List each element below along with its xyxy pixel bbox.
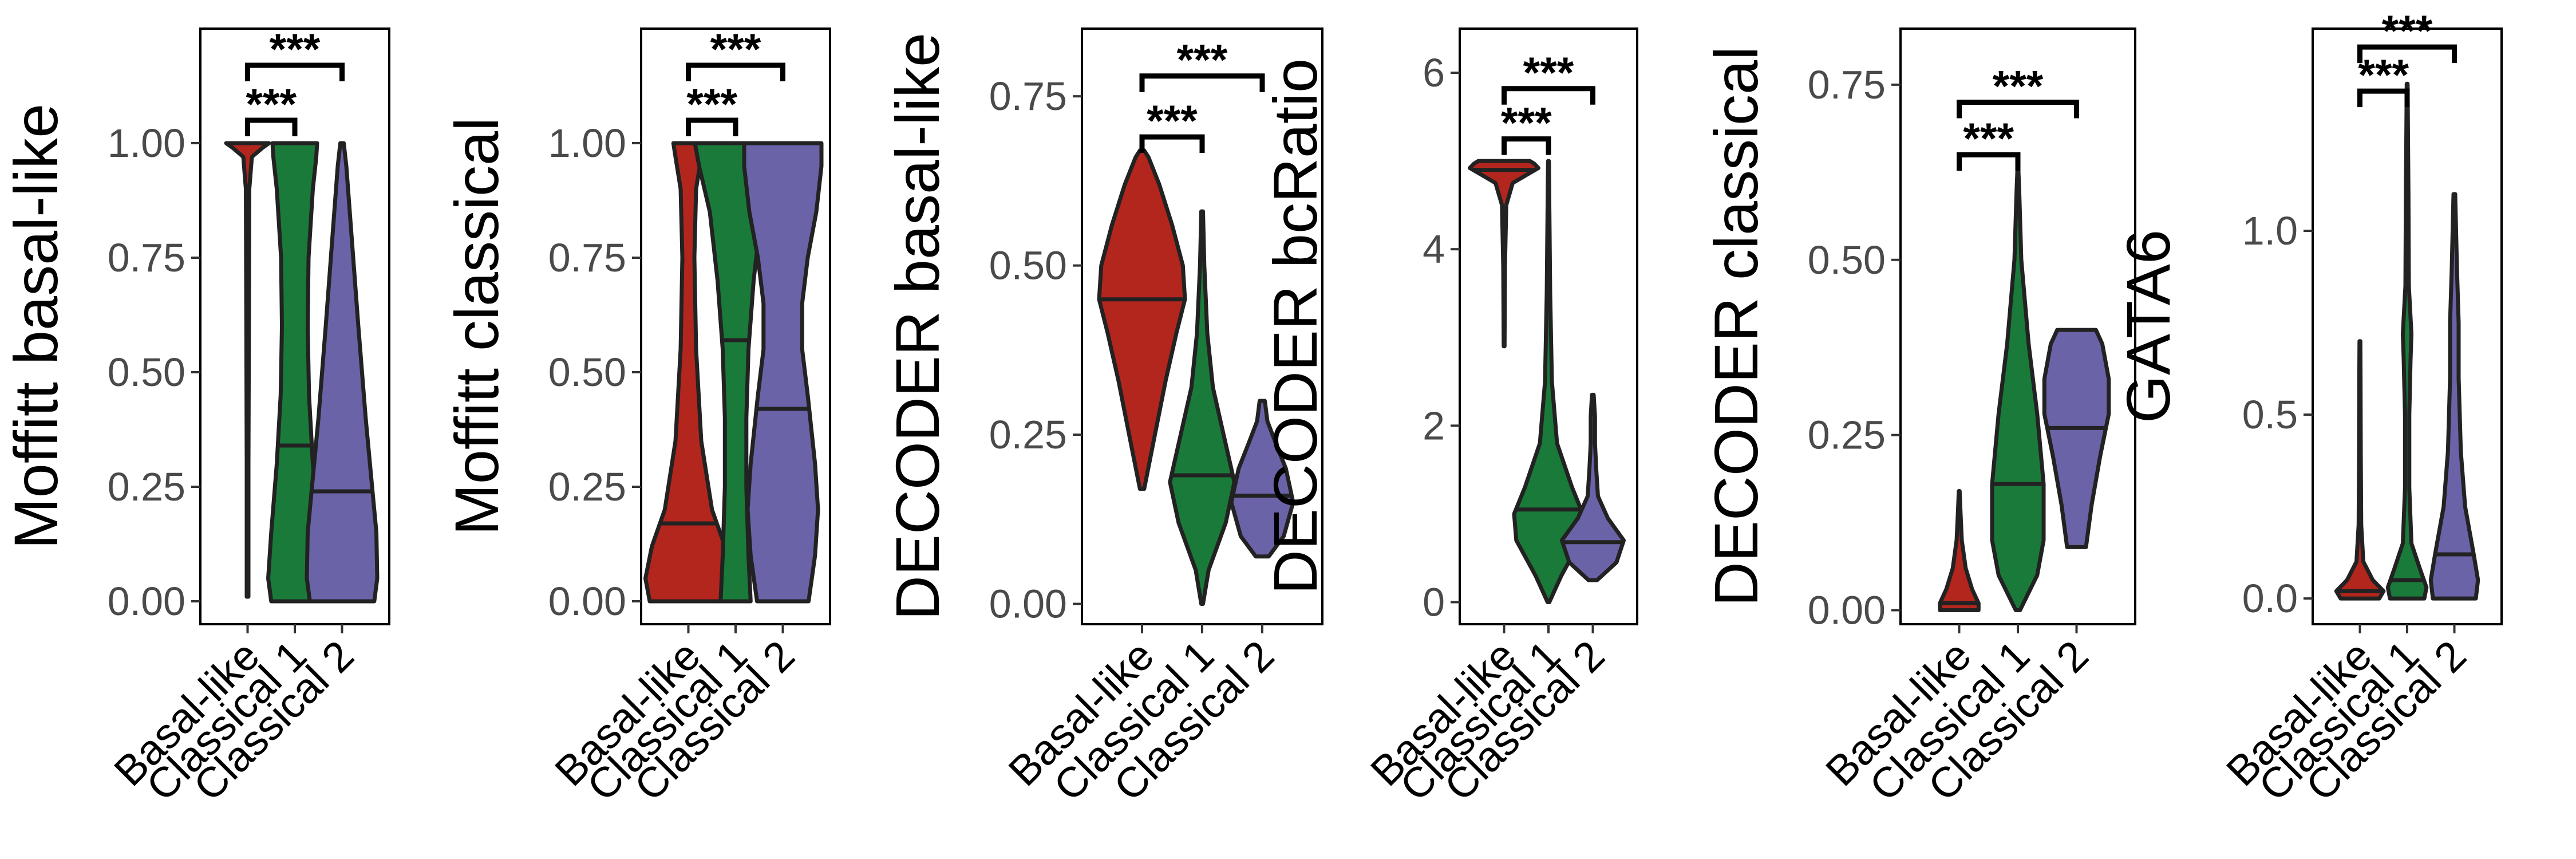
- significance-bracket: [1139, 134, 1205, 153]
- y-tick-label: 0.50: [989, 243, 1067, 288]
- significance-label: ***: [1993, 62, 2044, 111]
- significance-label: ***: [1501, 99, 1552, 148]
- violin-basal-like: [1097, 148, 1187, 491]
- y-tick-label: 0.50: [548, 350, 626, 395]
- violin-classical-2: [1560, 392, 1626, 582]
- y-tick-label: 0.00: [108, 579, 185, 624]
- significance-bracket: [245, 62, 345, 81]
- significance-bracket: [1502, 86, 1595, 105]
- significance-bracket: [1502, 136, 1551, 155]
- y-tick-label: 0.0: [2242, 576, 2298, 621]
- significance-bracket: [686, 117, 738, 136]
- y-axis-label: Moffitt basal-like: [1, 104, 70, 549]
- significance-bracket: [1957, 99, 2079, 119]
- y-tick-label: 0.25: [108, 464, 185, 509]
- y-tick-label: 4: [1423, 227, 1445, 271]
- violin-classical-2: [742, 141, 824, 604]
- violin-classical-2: [1229, 399, 1295, 559]
- violin-classical-2: [2042, 328, 2111, 549]
- y-tick-label: 0.25: [989, 412, 1067, 457]
- significance-label: ***: [270, 25, 321, 74]
- significance-label: ***: [2358, 51, 2409, 100]
- y-tick-label: 0.50: [108, 350, 185, 395]
- y-tick-label: 0.50: [1808, 238, 1886, 282]
- y-tick-label: 0.75: [548, 235, 626, 280]
- significance-label: ***: [2382, 7, 2433, 56]
- violin-classical-2: [2428, 192, 2480, 601]
- significance-bracket: [1139, 73, 1265, 92]
- y-tick-label: 0.00: [1808, 588, 1886, 633]
- significance-label: ***: [1523, 49, 1574, 97]
- y-tick-label: 1.00: [548, 121, 626, 166]
- violin-basal-like: [224, 141, 271, 599]
- y-tick-label: 0.75: [108, 235, 185, 280]
- significance-label: ***: [710, 25, 761, 74]
- violin-classical-1: [1512, 159, 1585, 604]
- significance-label: ***: [1963, 115, 2014, 163]
- y-tick-label: 0.75: [1808, 62, 1886, 107]
- violin-classical-1: [266, 141, 323, 604]
- significance-label: ***: [246, 80, 297, 129]
- significance-label: ***: [1147, 97, 1198, 145]
- violin-basal-like: [2334, 339, 2386, 601]
- significance-label: ***: [1177, 36, 1228, 85]
- y-tick-label: 0: [1423, 580, 1445, 624]
- y-tick-label: 0.00: [548, 579, 626, 624]
- significance-bracket: [245, 117, 298, 136]
- significance-label: ***: [686, 80, 737, 129]
- y-axis-label: Moffitt classical: [442, 117, 511, 535]
- y-tick-label: 0.00: [989, 582, 1067, 626]
- y-tick-label: 6: [1423, 50, 1445, 95]
- violin-basal-like: [1468, 159, 1540, 349]
- significance-bracket: [2357, 44, 2457, 64]
- significance-bracket: [686, 62, 785, 81]
- violin-basal-like: [643, 141, 733, 604]
- violin-basal-like: [1938, 489, 1981, 612]
- y-tick-label: 0.5: [2242, 392, 2298, 437]
- y-axis-label: GATA6: [2113, 230, 2183, 423]
- significance-bracket: [1957, 152, 2021, 171]
- violin-classical-1: [2385, 81, 2429, 601]
- y-tick-label: 0.25: [548, 464, 626, 509]
- y-tick-label: 2: [1423, 403, 1445, 448]
- y-tick-label: 0.25: [1808, 413, 1886, 458]
- y-axis-label: DECODER basal-like: [883, 33, 952, 620]
- violin-classical-2: [305, 141, 380, 604]
- violin-classical-1: [1990, 167, 2046, 612]
- y-tick-label: 1.00: [108, 121, 185, 166]
- y-axis-label: DECODER classical: [1701, 46, 1771, 606]
- significance-bracket: [2357, 88, 2410, 108]
- y-tick-label: 1.0: [2242, 208, 2298, 253]
- y-tick-label: 0.75: [989, 74, 1067, 119]
- y-axis-label: DECODER bcRatio: [1261, 58, 1330, 594]
